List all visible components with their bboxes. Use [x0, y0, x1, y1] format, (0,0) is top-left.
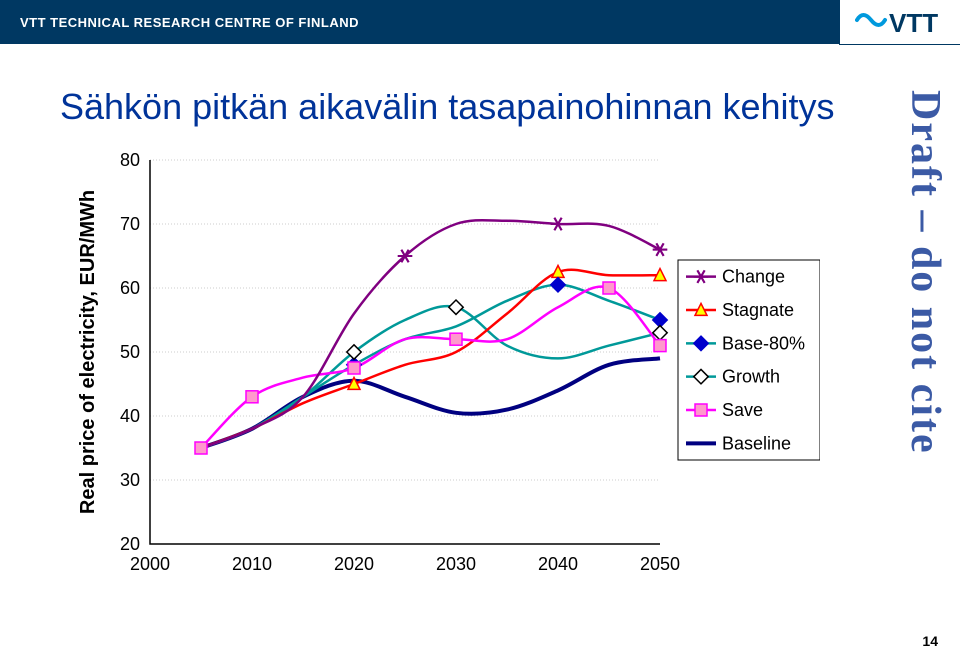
svg-text:2030: 2030	[436, 554, 476, 574]
svg-text:2010: 2010	[232, 554, 272, 574]
svg-text:2000: 2000	[130, 554, 170, 574]
svg-text:Change: Change	[722, 267, 785, 287]
svg-text:50: 50	[120, 342, 140, 362]
svg-text:Baseline: Baseline	[722, 433, 791, 453]
svg-text:2050: 2050	[640, 554, 680, 574]
header-bar: VTT TECHNICAL RESEARCH CENTRE OF FINLAND	[0, 0, 960, 44]
draft-text: Draft – do not cite	[901, 90, 949, 455]
electricity-price-chart: 20304050607080200020102020203020402050Re…	[60, 150, 820, 590]
svg-text:Growth: Growth	[722, 367, 780, 387]
svg-text:Save: Save	[722, 400, 763, 420]
svg-text:80: 80	[120, 150, 140, 170]
grid	[150, 160, 660, 544]
series-markers	[347, 300, 667, 359]
y-axis: 20304050607080200020102020203020402050	[120, 150, 680, 574]
series-markers	[348, 265, 666, 389]
series-line	[201, 287, 660, 448]
series-line	[201, 306, 660, 448]
svg-text:30: 30	[120, 470, 140, 490]
header-text: VTT TECHNICAL RESEARCH CENTRE OF FINLAND	[20, 15, 359, 30]
vtt-logo-svg: VTT	[855, 6, 945, 38]
svg-text:VTT: VTT	[889, 8, 938, 38]
svg-text:2020: 2020	[334, 554, 374, 574]
svg-text:20: 20	[120, 534, 140, 554]
series-markers	[195, 282, 666, 454]
y-axis-label: Real price of electricity, EUR/MWh	[77, 190, 99, 514]
draft-sideband: Draft – do not cite	[900, 90, 950, 630]
svg-text:60: 60	[120, 278, 140, 298]
svg-text:70: 70	[120, 214, 140, 234]
svg-text:2040: 2040	[538, 554, 578, 574]
chart-svg: 20304050607080200020102020203020402050Re…	[60, 150, 820, 590]
series-line	[201, 220, 660, 448]
svg-text:Base-80%: Base-80%	[722, 333, 805, 353]
series-line	[201, 358, 660, 448]
svg-text:Stagnate: Stagnate	[722, 300, 794, 320]
page-title: Sähkön pitkän aikavälin tasapainohinnan …	[60, 86, 835, 128]
vtt-logo: VTT	[839, 0, 960, 45]
svg-text:40: 40	[120, 406, 140, 426]
chart-legend: Change Stagnate Base-80% Growth Save Baseline	[678, 260, 820, 460]
page-number: 14	[922, 633, 938, 649]
